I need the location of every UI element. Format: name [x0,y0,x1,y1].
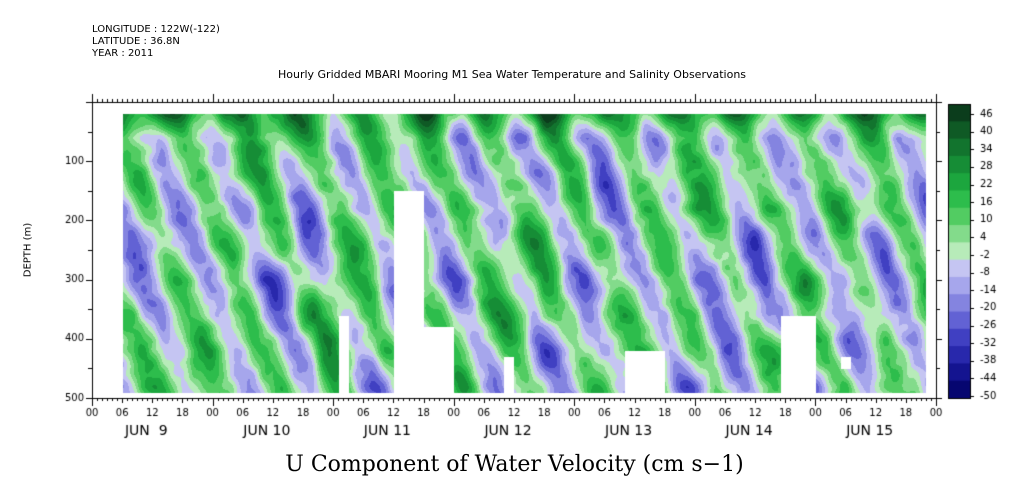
latitude-label: LATITUDE : 36.8N [92,36,180,47]
longitude-label: LONGITUDE : 122W(-122) [92,24,220,35]
variable-title: U Component of Water Velocity (cm s−1) [285,452,744,477]
y-axis-label: DEPTH (m) [22,222,34,278]
chart-title: Hourly Gridded MBARI Mooring M1 Sea Wate… [277,68,747,81]
year-label: YEAR : 2011 [92,48,154,59]
